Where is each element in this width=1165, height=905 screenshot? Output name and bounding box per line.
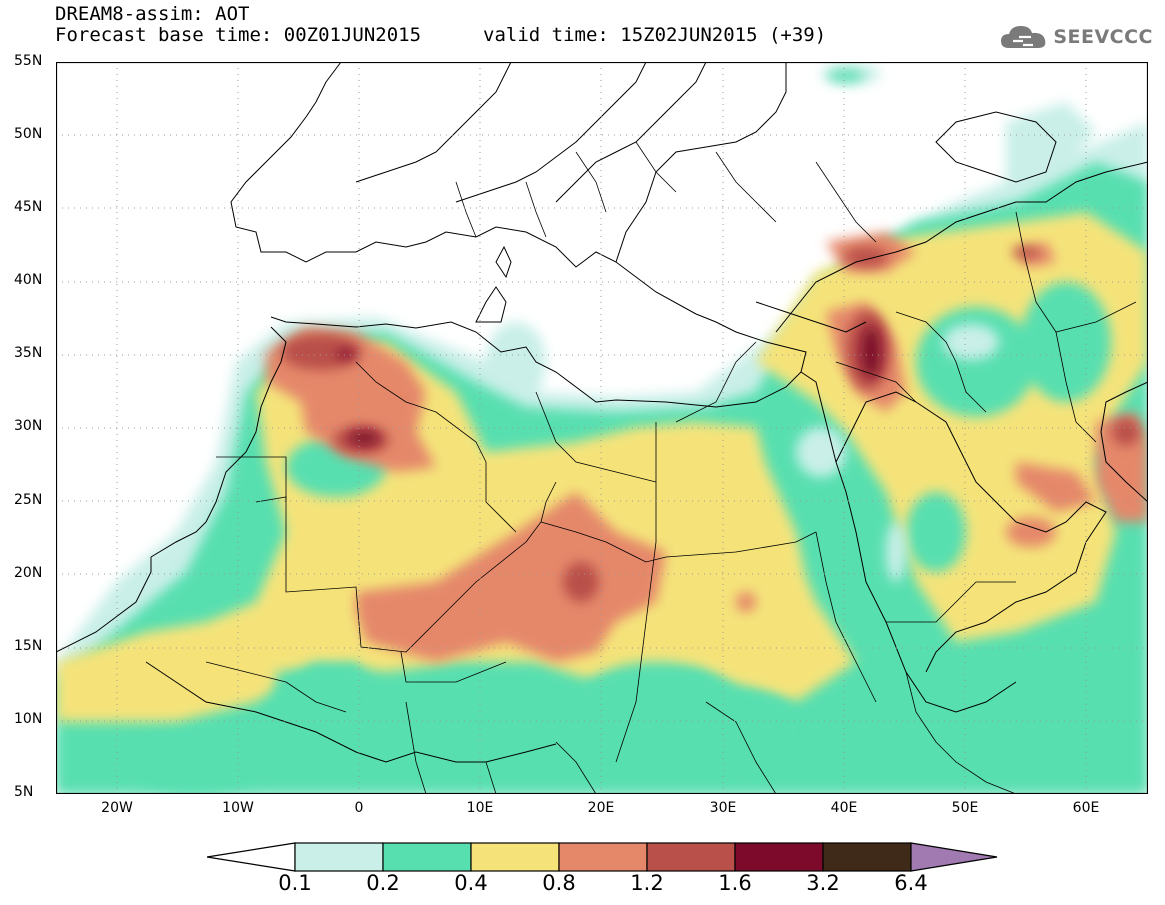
lat-tick-55n: 55N: [14, 53, 43, 69]
map-frame: [56, 62, 1148, 794]
colorbar-swatch-2: [382, 842, 472, 872]
colorbar-min-arrow: [207, 842, 296, 872]
lon-tick-0: 0: [354, 800, 364, 816]
cloud-icon: [1001, 26, 1046, 48]
colorbar-label-1-2: 1.2: [630, 871, 664, 895]
country-borders: [205, 141, 1137, 794]
lat-tick-35n: 35N: [14, 345, 43, 361]
valid-time-text: valid time: 15Z02JUN2015 (+39): [483, 24, 827, 46]
lon-tick-20w: 20W: [101, 800, 133, 816]
lon-tick-20e: 20E: [587, 800, 615, 816]
lat-tick-20n: 20N: [14, 565, 43, 581]
lat-tick-40n: 40N: [14, 272, 43, 288]
coastlines: [56, 62, 1148, 763]
lon-tick-30e: 30E: [709, 800, 737, 816]
colorbar-label-0-2: 0.2: [366, 871, 400, 895]
graticule: [56, 62, 1148, 794]
base-time-text: Forecast base time: 00Z01JUN2015: [55, 24, 422, 46]
colorbar-label-0-4: 0.4: [454, 871, 488, 895]
colorbar-label-3-2: 3.2: [806, 871, 840, 895]
colorbar-label-0-8: 0.8: [542, 871, 576, 895]
colorbar-label-6-4: 6.4: [894, 871, 928, 895]
lon-tick-40e: 40E: [830, 800, 858, 816]
lat-tick-5n: 5N: [14, 784, 34, 800]
lon-tick-10e: 10E: [466, 800, 494, 816]
forecast-base-time: Forecast base time: 00Z01JUN2015 valid ti…: [55, 24, 826, 46]
aot-map: [56, 62, 1148, 794]
colorbar: [207, 842, 998, 872]
aot-contour-low: [796, 324, 999, 582]
colorbar-label-0-1: 0.1: [278, 871, 312, 895]
lat-tick-30n: 30N: [14, 418, 43, 434]
colorbar-swatch-7: [822, 842, 912, 872]
colorbar-label-1-6: 1.6: [718, 871, 752, 895]
colorbar-max-arrow: [910, 842, 998, 872]
colorbar-swatch-3: [470, 842, 560, 872]
colorbar-swatch-1: [294, 842, 384, 872]
logo-text: SEEVCCC: [1053, 26, 1153, 48]
aot-contour-1-6: [336, 326, 881, 445]
map-title: DREAM8-assim: AOT: [55, 3, 250, 25]
colorbar-swatch-4: [558, 842, 648, 872]
lat-tick-50n: 50N: [14, 126, 43, 142]
lon-tick-10w: 10W: [222, 800, 254, 816]
lon-tick-50e: 50E: [951, 800, 979, 816]
lat-tick-45n: 45N: [14, 199, 43, 215]
colorbar-swatch-6: [734, 842, 824, 872]
lat-tick-15n: 15N: [14, 638, 43, 654]
lon-tick-60e: 60E: [1072, 800, 1100, 816]
colorbar-swatch-5: [646, 842, 736, 872]
seevccc-logo: SEEVCCC: [999, 22, 1153, 52]
lat-tick-10n: 10N: [14, 711, 43, 727]
lat-tick-25n: 25N: [14, 492, 43, 508]
